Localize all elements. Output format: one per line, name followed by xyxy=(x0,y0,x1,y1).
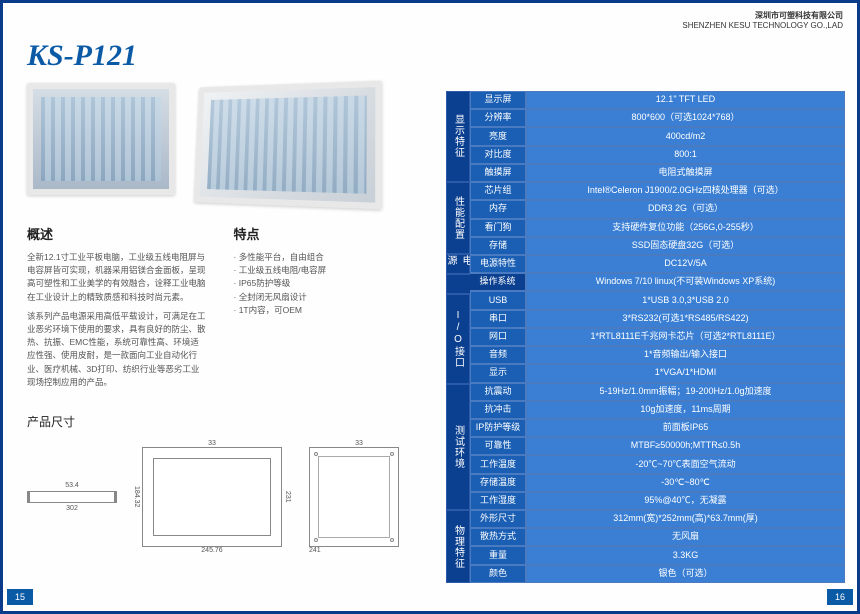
overview-p1: 全新12.1寸工业平板电脑，工业级五线电阻屏与电容屏皆可实现，机器采用铝镁合金面… xyxy=(27,251,206,304)
spec-sub: 电源特性 xyxy=(470,255,526,273)
product-photo-front xyxy=(27,83,175,195)
company-cn: 深圳市可塑科技有限公司 xyxy=(682,11,843,21)
spec-sub: 工作湿度 xyxy=(470,492,526,510)
spec-sub: 对比度 xyxy=(470,146,526,164)
dimensions-heading: 产品尺寸 xyxy=(27,413,412,430)
features-col: 特点 多性能平台，自由组合工业级五线电阻/电容屏IP65防护等级全封闭无风扇设计… xyxy=(234,225,413,389)
spec-sub: 存储 xyxy=(470,237,526,255)
spec-value: 800*600（可选1024*768） xyxy=(526,109,845,127)
spec-value: MTBF≥50000h;MTTR≤0.5h xyxy=(526,437,845,455)
spec-sub: 芯片组 xyxy=(470,182,526,200)
features-list: 多性能平台，自由组合工业级五线电阻/电容屏IP65防护等级全封闭无风扇设计1T内… xyxy=(234,251,413,317)
spec-sub: 串口 xyxy=(470,310,526,328)
spec-sub: 抗冲击 xyxy=(470,401,526,419)
spec-value: -30℃~80℃ xyxy=(526,474,845,492)
spec-value: 1*音频输出/输入接口 xyxy=(526,346,845,364)
spec-value: 3*RS232(可选1*RS485/RS422) xyxy=(526,310,845,328)
spec-category: I/O接口 xyxy=(446,294,470,385)
spec-category: 显示特征 xyxy=(446,91,470,182)
overview-col: 概述 全新12.1寸工业平板电脑，工业级五线电阻屏与电容屏皆可实现，机器采用铝镁… xyxy=(27,225,206,389)
spec-category: 性能配置 xyxy=(446,182,470,255)
spec-sub: 亮度 xyxy=(470,127,526,145)
spec-sub: 网口 xyxy=(470,328,526,346)
spec-value: -20℃~70℃表面空气流动 xyxy=(526,455,845,473)
right-page: 深圳市可塑科技有限公司 SHENZHEN KESU TECHNOLOGY GO.… xyxy=(430,0,860,614)
feature-item: 工业级五线电阻/电容屏 xyxy=(234,264,413,277)
overview-heading: 概述 xyxy=(27,225,206,245)
company-block: 深圳市可塑科技有限公司 SHENZHEN KESU TECHNOLOGY GO.… xyxy=(682,11,843,32)
spec-value: 10g加速度，11ms周期 xyxy=(526,401,845,419)
spec-value: 3.3KG xyxy=(526,546,845,564)
spec-sub: 颜色 xyxy=(470,565,526,583)
spec-value: 400cd/m2 xyxy=(526,127,845,145)
spec-sub: 散热方式 xyxy=(470,528,526,546)
spec-category: 测试环境 xyxy=(446,384,470,510)
spec-sub: IP防护等级 xyxy=(470,419,526,437)
spec-table: 显示特征性能配置电源 I/O接口测试环境物理特征 显示屏分辨率亮度对比度触摸屏芯片组… xyxy=(446,91,845,583)
text-columns: 概述 全新12.1寸工业平板电脑，工业级五线电阻屏与电容屏皆可实现，机器采用铝镁… xyxy=(27,225,412,389)
product-title: KS-P121 xyxy=(27,39,412,73)
spec-sub: 看门狗 xyxy=(470,219,526,237)
spec-category: 操作系统 xyxy=(470,273,526,291)
dim-side-view: 53.4 302 xyxy=(27,482,117,512)
feature-item: 全封闭无风扇设计 xyxy=(234,291,413,304)
features-heading: 特点 xyxy=(234,225,413,245)
spec-sub: 工作温度 xyxy=(470,455,526,473)
spec-value: Intel®Celeron J1900/2.0GHz四核处理器（可选） xyxy=(526,182,845,200)
spec-value: SSD固态硬盘32G（可选） xyxy=(526,237,845,255)
spec-value: 800:1 xyxy=(526,146,845,164)
page-number-right: 16 xyxy=(827,589,853,605)
spec-value: 电阻式触摸屏 xyxy=(526,164,845,182)
dim-front-view: 184.32 33 245.76 231 xyxy=(133,440,293,554)
spec-value: 支持硬件复位功能（256G,0-255秒） xyxy=(526,219,845,237)
spec-sub: 触摸屏 xyxy=(470,164,526,182)
spec-sub: 内存 xyxy=(470,200,526,218)
page-number-left: 15 xyxy=(7,589,33,605)
spec-sub: 抗震动 xyxy=(470,383,526,401)
spec-value: 银色（可选） xyxy=(526,565,845,583)
spec-value: DC12V/5A xyxy=(526,255,845,273)
dim-back-view: 33 241 xyxy=(309,440,409,554)
catalog-spread: KS-P121 概述 全新12.1寸工业平板电脑，工业级五线电阻屏与电容屏皆可实… xyxy=(0,0,860,614)
spec-sub: 音频 xyxy=(470,346,526,364)
spec-value: 5-19Hz/1.0mm振幅；19-200Hz/1.0g加速度 xyxy=(526,383,845,401)
spec-sub: 重量 xyxy=(470,546,526,564)
spec-value: 前面板IP65 xyxy=(526,419,845,437)
spec-value: 1*RTL8111E千兆网卡芯片（可选2*RTL8111E） xyxy=(526,328,845,346)
spec-sub: 分辨率 xyxy=(470,109,526,127)
spec-value: 无风扇 xyxy=(526,528,845,546)
feature-item: 1T内容，可OEM xyxy=(234,304,413,317)
spec-value: 95%@40℃，无凝露 xyxy=(526,492,845,510)
dimensions-drawings: 53.4 302 184.32 33 245.76 231 33 xyxy=(27,440,412,554)
spec-sub: 显示屏 xyxy=(470,91,526,109)
spec-sub: 显示 xyxy=(470,364,526,382)
spec-value: 1*VGA/1*HDMI xyxy=(526,364,845,382)
spec-value: DDR3 2G（可选） xyxy=(526,200,845,218)
spec-sub: USB xyxy=(470,291,526,309)
left-page: KS-P121 概述 全新12.1寸工业平板电脑，工业级五线电阻屏与电容屏皆可实… xyxy=(0,0,430,614)
company-en: SHENZHEN KESU TECHNOLOGY GO.,LAD xyxy=(682,21,843,31)
feature-item: IP65防护等级 xyxy=(234,277,413,290)
spec-value: Windows 7/10 linux(不可装Windows XP系统) xyxy=(526,273,845,291)
product-photos xyxy=(27,83,412,205)
spec-sub: 外形尺寸 xyxy=(470,510,526,528)
spec-sub: 存储温度 xyxy=(470,474,526,492)
spec-value: 1*USB 3.0,3*USB 2.0 xyxy=(526,291,845,309)
feature-item: 多性能平台，自由组合 xyxy=(234,251,413,264)
spec-category: 物理特征 xyxy=(446,510,470,583)
product-photo-angle xyxy=(194,81,382,210)
spec-value: 12.1" TFT LED xyxy=(526,91,845,109)
overview-p2: 该系列产品电源采用高低平载设计，可满足在工业恶劣环境下使用的要求，具有良好的防尘… xyxy=(27,310,206,389)
spec-value: 312mm(宽)*252mm(高)*63.7mm(厚) xyxy=(526,510,845,528)
spec-category: 电源 xyxy=(446,254,470,274)
spec-sub: 可靠性 xyxy=(470,437,526,455)
